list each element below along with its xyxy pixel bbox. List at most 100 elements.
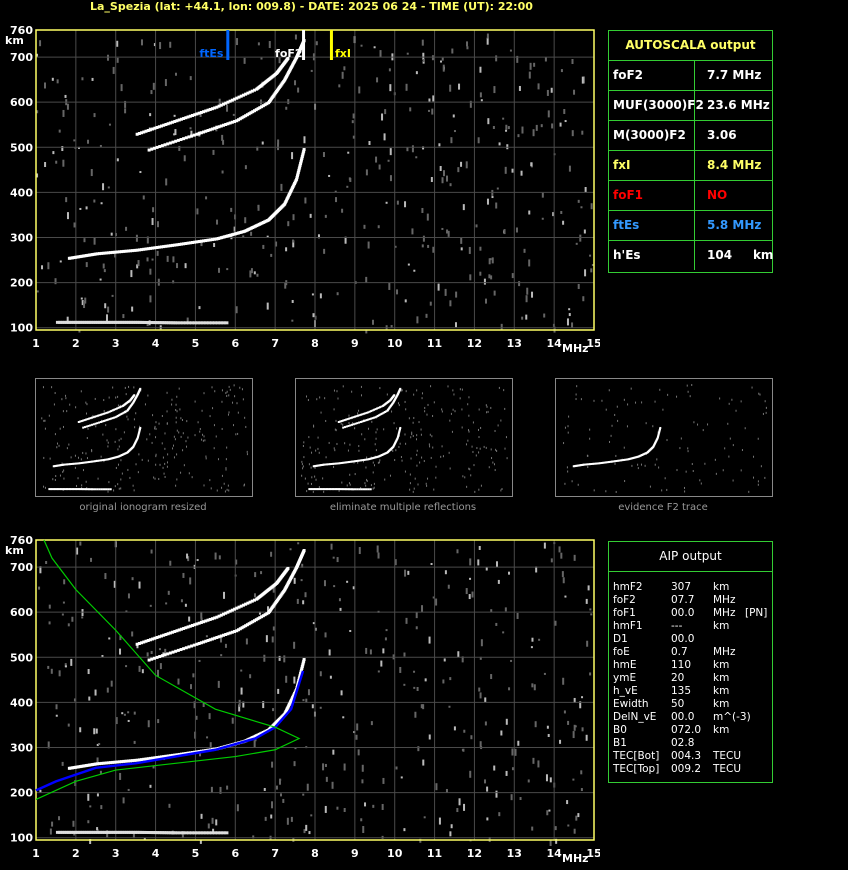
noise-dot xyxy=(47,262,50,270)
thumb-trace xyxy=(139,387,142,390)
thumb-trace xyxy=(70,488,73,491)
noise-dot xyxy=(63,579,66,585)
noise-dot xyxy=(314,627,317,631)
noise-dot xyxy=(83,301,86,309)
thumb-trace xyxy=(118,406,121,409)
autoscala-key: MUF(3000)F2 xyxy=(613,98,704,112)
thumb-noise xyxy=(564,426,566,429)
noise-dot xyxy=(503,229,506,235)
noise-dot xyxy=(404,299,407,303)
thumb-noise xyxy=(94,397,96,400)
thumb-trace xyxy=(396,437,399,440)
trace-x-f2 xyxy=(254,618,258,622)
trace-o-f2 xyxy=(83,764,87,768)
noise-dot xyxy=(485,298,488,304)
noise-dot xyxy=(341,71,344,79)
thumb-trace xyxy=(88,461,91,464)
noise-dot xyxy=(480,99,483,102)
thumb-trace xyxy=(379,413,382,416)
noise-dot xyxy=(342,716,345,719)
thumb-trace xyxy=(105,411,108,414)
noise-dot xyxy=(479,741,482,748)
noise-dot xyxy=(479,692,482,699)
noise-dot xyxy=(303,136,306,144)
thumb-trace xyxy=(77,488,80,491)
noise-dot xyxy=(486,37,489,45)
noise-dot xyxy=(496,187,499,190)
noise-dot xyxy=(244,217,247,224)
trace-es xyxy=(129,830,133,834)
trace-x-f2-second xyxy=(215,105,219,109)
thumb-noise xyxy=(376,428,378,431)
trace-o-f2 xyxy=(164,754,168,758)
thumb-trace xyxy=(63,463,66,466)
thumb-noise xyxy=(105,424,107,427)
noise-dot xyxy=(51,77,54,81)
thumb-trace xyxy=(584,463,587,466)
thumb-trace xyxy=(355,415,358,418)
x-tick-label: 12 xyxy=(467,337,482,350)
trace-o-f2 xyxy=(92,252,96,256)
trace-x-f2 xyxy=(251,110,255,114)
noise-dot xyxy=(140,39,143,46)
thumb-trace xyxy=(95,415,98,418)
thumb-noise xyxy=(358,445,360,448)
thumb-noise xyxy=(453,393,455,396)
thumb-noise xyxy=(126,415,128,418)
trace-o-f2 xyxy=(298,675,302,679)
thumb-trace xyxy=(596,462,599,465)
thumb-trace xyxy=(85,461,88,464)
thumb-noise xyxy=(589,437,591,440)
trace-o-f2 xyxy=(299,672,303,676)
noise-dot xyxy=(469,577,472,580)
trace-x-f2 xyxy=(187,135,191,139)
thumb-trace xyxy=(93,460,96,463)
thumb-noise xyxy=(237,432,239,435)
trace-o-f2 xyxy=(148,756,152,760)
thumb-trace xyxy=(343,461,346,464)
noise-dot xyxy=(323,248,326,254)
noise-dot xyxy=(123,713,126,716)
thumb-noise xyxy=(245,425,247,428)
thumb-noise xyxy=(127,418,129,421)
noise-dot xyxy=(463,729,466,733)
thumb-noise xyxy=(221,474,223,477)
trace-o-f2 xyxy=(186,241,190,245)
noise-dot xyxy=(215,819,218,826)
thumb-noise xyxy=(637,463,639,466)
thumb-noise xyxy=(640,463,642,466)
y-tick-label: 200 xyxy=(10,277,33,290)
thumb-trace xyxy=(82,419,85,422)
thumb-noise xyxy=(213,447,215,450)
trace-o-f2 xyxy=(77,765,81,769)
aip-cell: 009.2 xyxy=(671,763,702,775)
thumb-trace xyxy=(378,406,381,409)
noise-dot xyxy=(385,629,388,632)
thumb-noise xyxy=(186,420,188,423)
trace-x-f2-second xyxy=(140,641,144,645)
noise-dot xyxy=(447,230,450,237)
noise-dot xyxy=(490,275,493,280)
trace-x-f2-second xyxy=(250,89,254,93)
thumb-noise xyxy=(415,438,417,441)
noise-dot xyxy=(87,669,90,675)
noise-dot xyxy=(190,130,193,138)
noise-dot xyxy=(549,839,552,846)
thumb-noise xyxy=(420,433,422,436)
noise-dot xyxy=(174,129,177,136)
thumb-trace xyxy=(397,434,400,437)
thumb-noise xyxy=(378,461,380,464)
trace-o-f2 xyxy=(148,246,152,250)
thumb-noise xyxy=(164,432,166,435)
noise-dot xyxy=(407,570,410,575)
x-tick-label: 1 xyxy=(32,847,40,860)
noise-dot xyxy=(373,46,376,49)
thumb-trace xyxy=(109,488,112,491)
trace-x-f2 xyxy=(190,134,194,138)
noise-dot xyxy=(222,139,225,145)
noise-dot xyxy=(447,584,450,589)
thumb-noise xyxy=(121,472,123,475)
thumb-noise xyxy=(566,466,568,469)
noise-dot xyxy=(504,607,507,612)
thumb-noise xyxy=(564,482,566,485)
